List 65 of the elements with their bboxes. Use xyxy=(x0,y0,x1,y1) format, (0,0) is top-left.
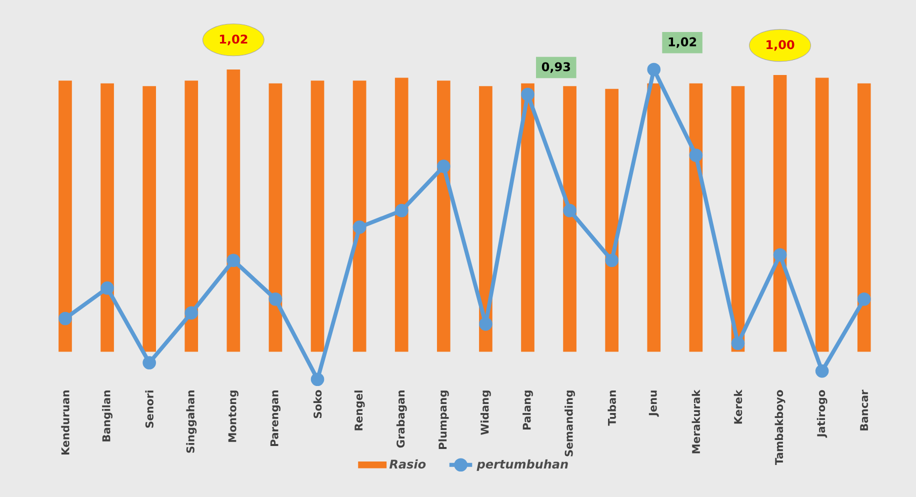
x-tick-label: Plumpang xyxy=(438,390,449,449)
x-tick-label: Tuban xyxy=(608,390,616,426)
x-tick-label: Montong xyxy=(228,390,238,442)
bar xyxy=(563,86,576,352)
x-tick-label: Widang xyxy=(480,390,491,435)
x-tick-label: Jenu xyxy=(648,390,659,417)
bar xyxy=(857,83,871,352)
bar xyxy=(647,83,661,352)
point xyxy=(142,356,156,370)
point xyxy=(857,292,871,306)
bar xyxy=(394,78,408,352)
point xyxy=(310,372,324,386)
bar xyxy=(731,86,745,352)
x-tick-label: Rengel xyxy=(354,390,365,430)
x-tick-label: Semanding xyxy=(564,390,575,456)
bar xyxy=(689,83,703,352)
x-tick-label: Merakurak xyxy=(692,390,700,454)
bar xyxy=(352,80,366,352)
x-tick-label: Bancar xyxy=(860,390,868,430)
x-tick-label: Palang xyxy=(522,390,533,430)
data-label: 0,93 xyxy=(542,62,570,73)
bar xyxy=(142,86,156,352)
bar xyxy=(436,80,450,352)
point xyxy=(605,254,618,268)
point xyxy=(226,254,240,268)
point xyxy=(521,88,534,102)
data-label: 1,02 xyxy=(220,34,248,46)
x-tick-label: Kenduruan xyxy=(61,390,70,455)
x-tick-label: Singgahan xyxy=(186,390,197,453)
data-label: 1,02 xyxy=(668,37,696,48)
point xyxy=(479,317,492,331)
point xyxy=(184,306,198,320)
point xyxy=(647,62,661,76)
point xyxy=(58,312,72,326)
bar xyxy=(815,78,829,352)
bar xyxy=(268,83,282,352)
x-tick-label: Bangilan xyxy=(102,390,112,442)
point xyxy=(100,281,114,295)
x-tick-label: Senori xyxy=(145,390,154,428)
bar xyxy=(310,80,324,352)
bar xyxy=(605,88,619,352)
x-tick-label: Soko xyxy=(313,390,322,418)
bar xyxy=(184,80,198,352)
x-tick-label: Grabagan xyxy=(396,390,407,448)
point xyxy=(563,204,576,218)
point xyxy=(731,336,745,350)
point xyxy=(689,148,703,162)
point xyxy=(352,220,366,234)
x-tick-label: Jatirogo xyxy=(816,390,828,438)
legend-label: pertumbuhan xyxy=(476,459,568,471)
point xyxy=(268,292,282,306)
x-tick-label: Parengan xyxy=(270,390,280,446)
legend-label: Rasio xyxy=(389,459,426,469)
bar xyxy=(773,75,787,352)
x-tick-label: Tambakboyo xyxy=(774,390,786,466)
x-tick-label: Kerek xyxy=(734,390,742,424)
point xyxy=(394,204,408,218)
bar xyxy=(521,83,534,352)
point xyxy=(773,248,787,262)
point xyxy=(436,160,450,173)
bar xyxy=(226,70,240,352)
bar xyxy=(58,80,72,352)
bar xyxy=(100,83,114,352)
data-label: 1,00 xyxy=(766,40,794,51)
point xyxy=(815,364,829,378)
